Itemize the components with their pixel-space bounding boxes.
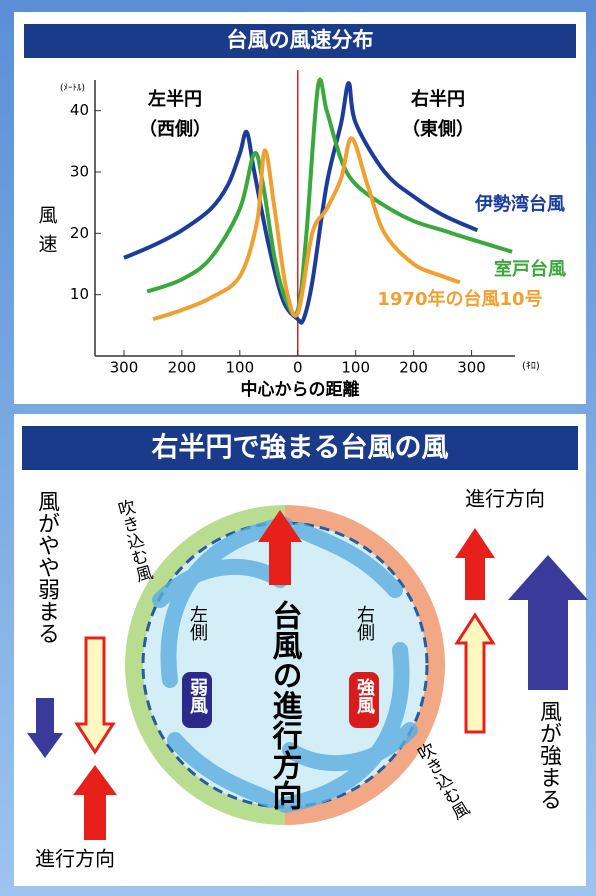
series-line (146, 77, 513, 317)
direction-left: 進行方向 (35, 847, 115, 871)
weak-badge (182, 672, 212, 728)
series-line (152, 136, 461, 322)
series-label: 室戸台風 (494, 258, 566, 280)
swirl (152, 517, 418, 813)
x-unit: (ｷﾛ) (522, 361, 540, 372)
annotation: 左半円 (148, 88, 202, 110)
x-tick-label: 300 (457, 359, 486, 377)
x-tick-label: 200 (399, 359, 428, 377)
right-wind: 強風 (354, 677, 375, 715)
x-tick-label: 0 (293, 359, 303, 377)
arrow-left-hollow (74, 636, 116, 755)
annotation: （東側） (402, 118, 474, 140)
arrow-right-hollow (454, 612, 496, 734)
annotation: （西側） (139, 118, 211, 140)
series-label: 1970年の台風10号 (377, 288, 542, 310)
left-note: 風がやや弱まる (34, 490, 60, 644)
x-tick-label: 200 (168, 359, 197, 377)
typhoon (141, 521, 429, 809)
left-wind: 弱風 (187, 678, 208, 715)
y-axis-label: 風速 (36, 205, 58, 263)
series-line (123, 81, 479, 325)
chart-panel (14, 12, 586, 404)
y-unit: (ﾒｰﾄﾙ) (60, 84, 85, 94)
center-label: 台風の進行方向 (267, 599, 304, 810)
arrow-left-navy (27, 698, 63, 758)
arrow-right-red (455, 528, 495, 600)
chart-title: 台風の風速分布 (227, 28, 374, 52)
direction-right: 進行方向 (465, 487, 545, 511)
x-tick-label: 100 (341, 359, 370, 377)
strong-badge (349, 672, 379, 728)
diagram-title-bar (22, 426, 578, 470)
series-label: 伊勢湾台風 (474, 193, 565, 215)
diagram-title: 右半円で強まる台風の風 (152, 432, 449, 464)
arrow-center (258, 510, 302, 585)
right-note: 風が強まる (536, 700, 562, 810)
left-side: 左側 (187, 605, 208, 641)
chart-title-bar (24, 24, 576, 58)
y-tick-label: 30 (70, 163, 89, 181)
y-tick-label: 10 (70, 285, 89, 303)
y-tick-label: 40 (70, 101, 89, 119)
arrow-left-red (73, 765, 117, 840)
annotation: 右半円 (411, 88, 465, 110)
x-tick-label: 100 (226, 359, 255, 377)
x-tick-label: 300 (110, 359, 139, 377)
arrow-right-navy (508, 555, 588, 690)
y-tick-label: 20 (70, 224, 89, 242)
x-axis-label: 中心からの距離 (241, 379, 360, 400)
right-side: 右側 (354, 605, 375, 641)
